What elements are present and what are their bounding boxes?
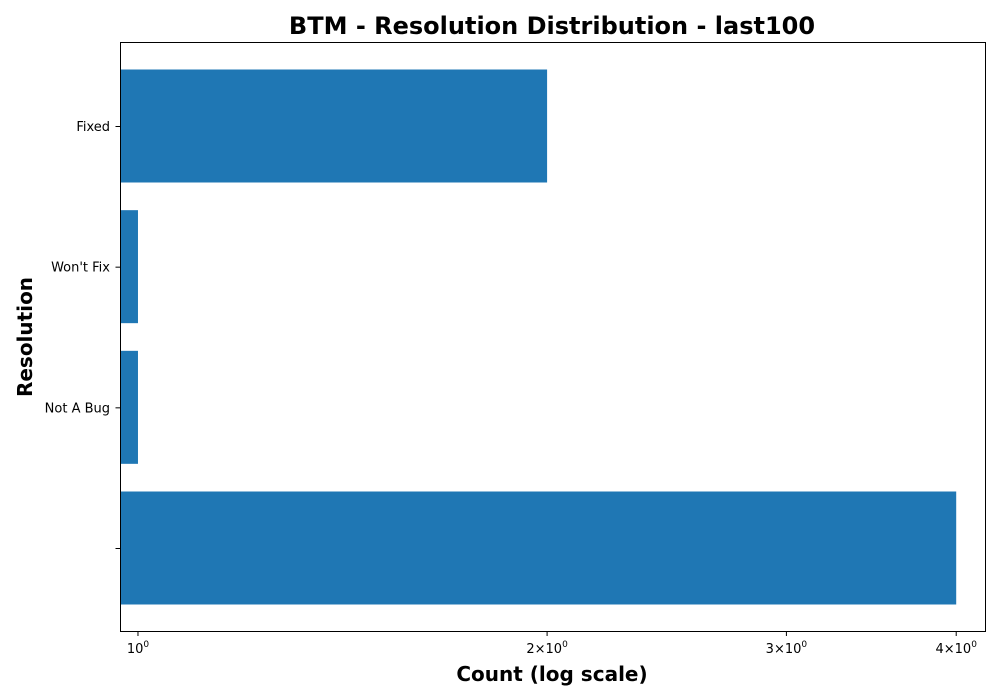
bar-unlabeled [120, 491, 957, 605]
bar-won-t-fix [120, 210, 138, 324]
y-tick-label: Won't Fix [51, 261, 110, 276]
x-axis: 100 2×100 3×100 4×100 [127, 631, 977, 657]
x-tick-label: 3×100 [766, 640, 808, 657]
y-tick-label: Not A Bug [45, 401, 110, 416]
chart-title: BTM - Resolution Distribution - last100 [289, 12, 815, 40]
x-tick-label: 2×100 [526, 640, 568, 657]
x-tick-label: 100 [127, 640, 150, 657]
x-tick-label: 4×100 [935, 640, 977, 657]
bar-fixed [120, 69, 548, 183]
y-tick-label: Fixed [76, 120, 110, 135]
y-axis-label: Resolution [13, 277, 37, 397]
x-axis-label: Count (log scale) [456, 662, 647, 686]
y-axis: Not A Bug Won't Fix Fixed [45, 120, 120, 549]
bars [120, 69, 957, 605]
bar-not-a-bug [120, 350, 138, 464]
plot-frame [120, 42, 986, 632]
